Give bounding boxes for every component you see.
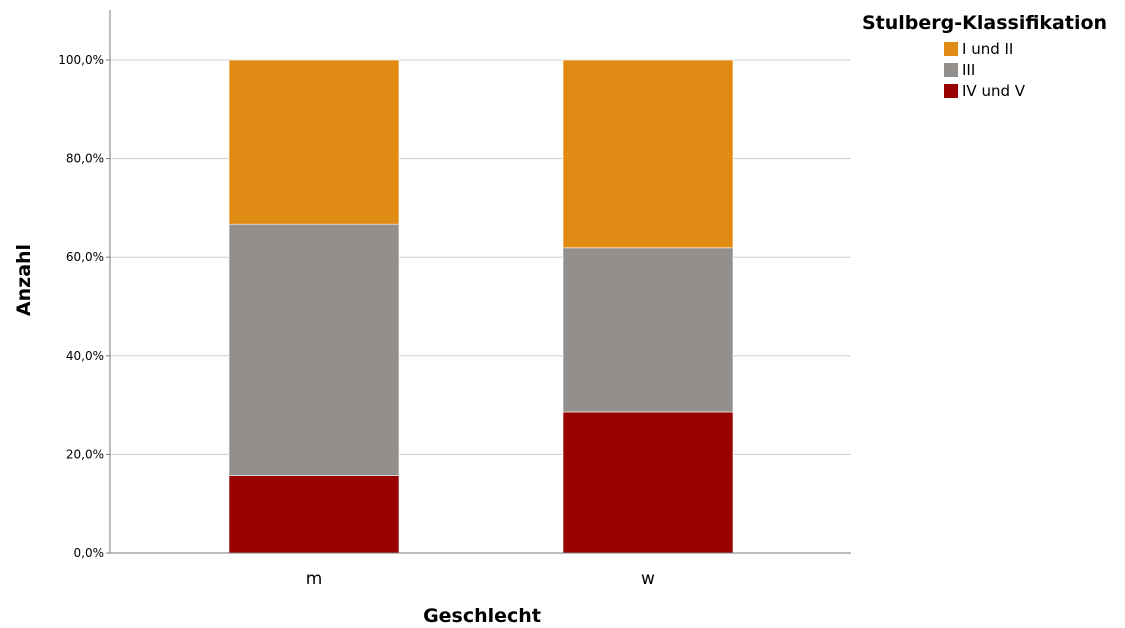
- y-tick-label: 60,0%: [66, 250, 104, 264]
- legend-item-iv-und-v: IV und V: [944, 80, 1107, 101]
- bar-segment-iv-und-v-m: [228, 475, 400, 554]
- bar-segment-iii-w: [562, 247, 734, 413]
- gridlines: [106, 59, 851, 554]
- y-tick-label: 40,0%: [66, 349, 104, 363]
- legend-item-i-und-ii: I und II: [944, 38, 1107, 59]
- x-category-label-w: w: [641, 569, 655, 589]
- y-tick-label: 0,0%: [74, 546, 105, 560]
- x-axis-title: Geschlecht: [423, 605, 541, 627]
- bars: [228, 59, 734, 554]
- legend-swatch-iii: [944, 62, 958, 77]
- bar-segment-i-und-ii-m: [228, 59, 400, 225]
- y-tick-labels: 0,0% 20,0% 40,0% 60,0% 80,0% 100,0%: [58, 53, 104, 560]
- legend-label-i-und-ii: I und II: [962, 39, 1014, 58]
- legend-label-iv-und-v: IV und V: [962, 81, 1026, 100]
- y-tick-label: 20,0%: [66, 447, 104, 461]
- y-axis-title: Anzahl: [13, 244, 35, 316]
- y-tick-label: 80,0%: [66, 152, 104, 166]
- bar-segment-i-und-ii-w: [562, 59, 734, 249]
- legend: Stulberg-Klassifikation I und II III IV …: [862, 12, 1107, 101]
- bar-segment-iii-m: [228, 223, 400, 476]
- x-category-label-m: m: [306, 569, 323, 589]
- legend-swatch-iv-und-v: [944, 83, 958, 98]
- y-tick-label: 100,0%: [58, 53, 104, 67]
- legend-title: Stulberg-Klassifikation: [862, 12, 1108, 34]
- bar-segment-iv-und-v-w: [562, 411, 734, 554]
- legend-label-iii: III: [962, 60, 976, 79]
- legend-item-iii: III: [944, 59, 1107, 80]
- legend-swatch-i-und-ii: [944, 41, 958, 56]
